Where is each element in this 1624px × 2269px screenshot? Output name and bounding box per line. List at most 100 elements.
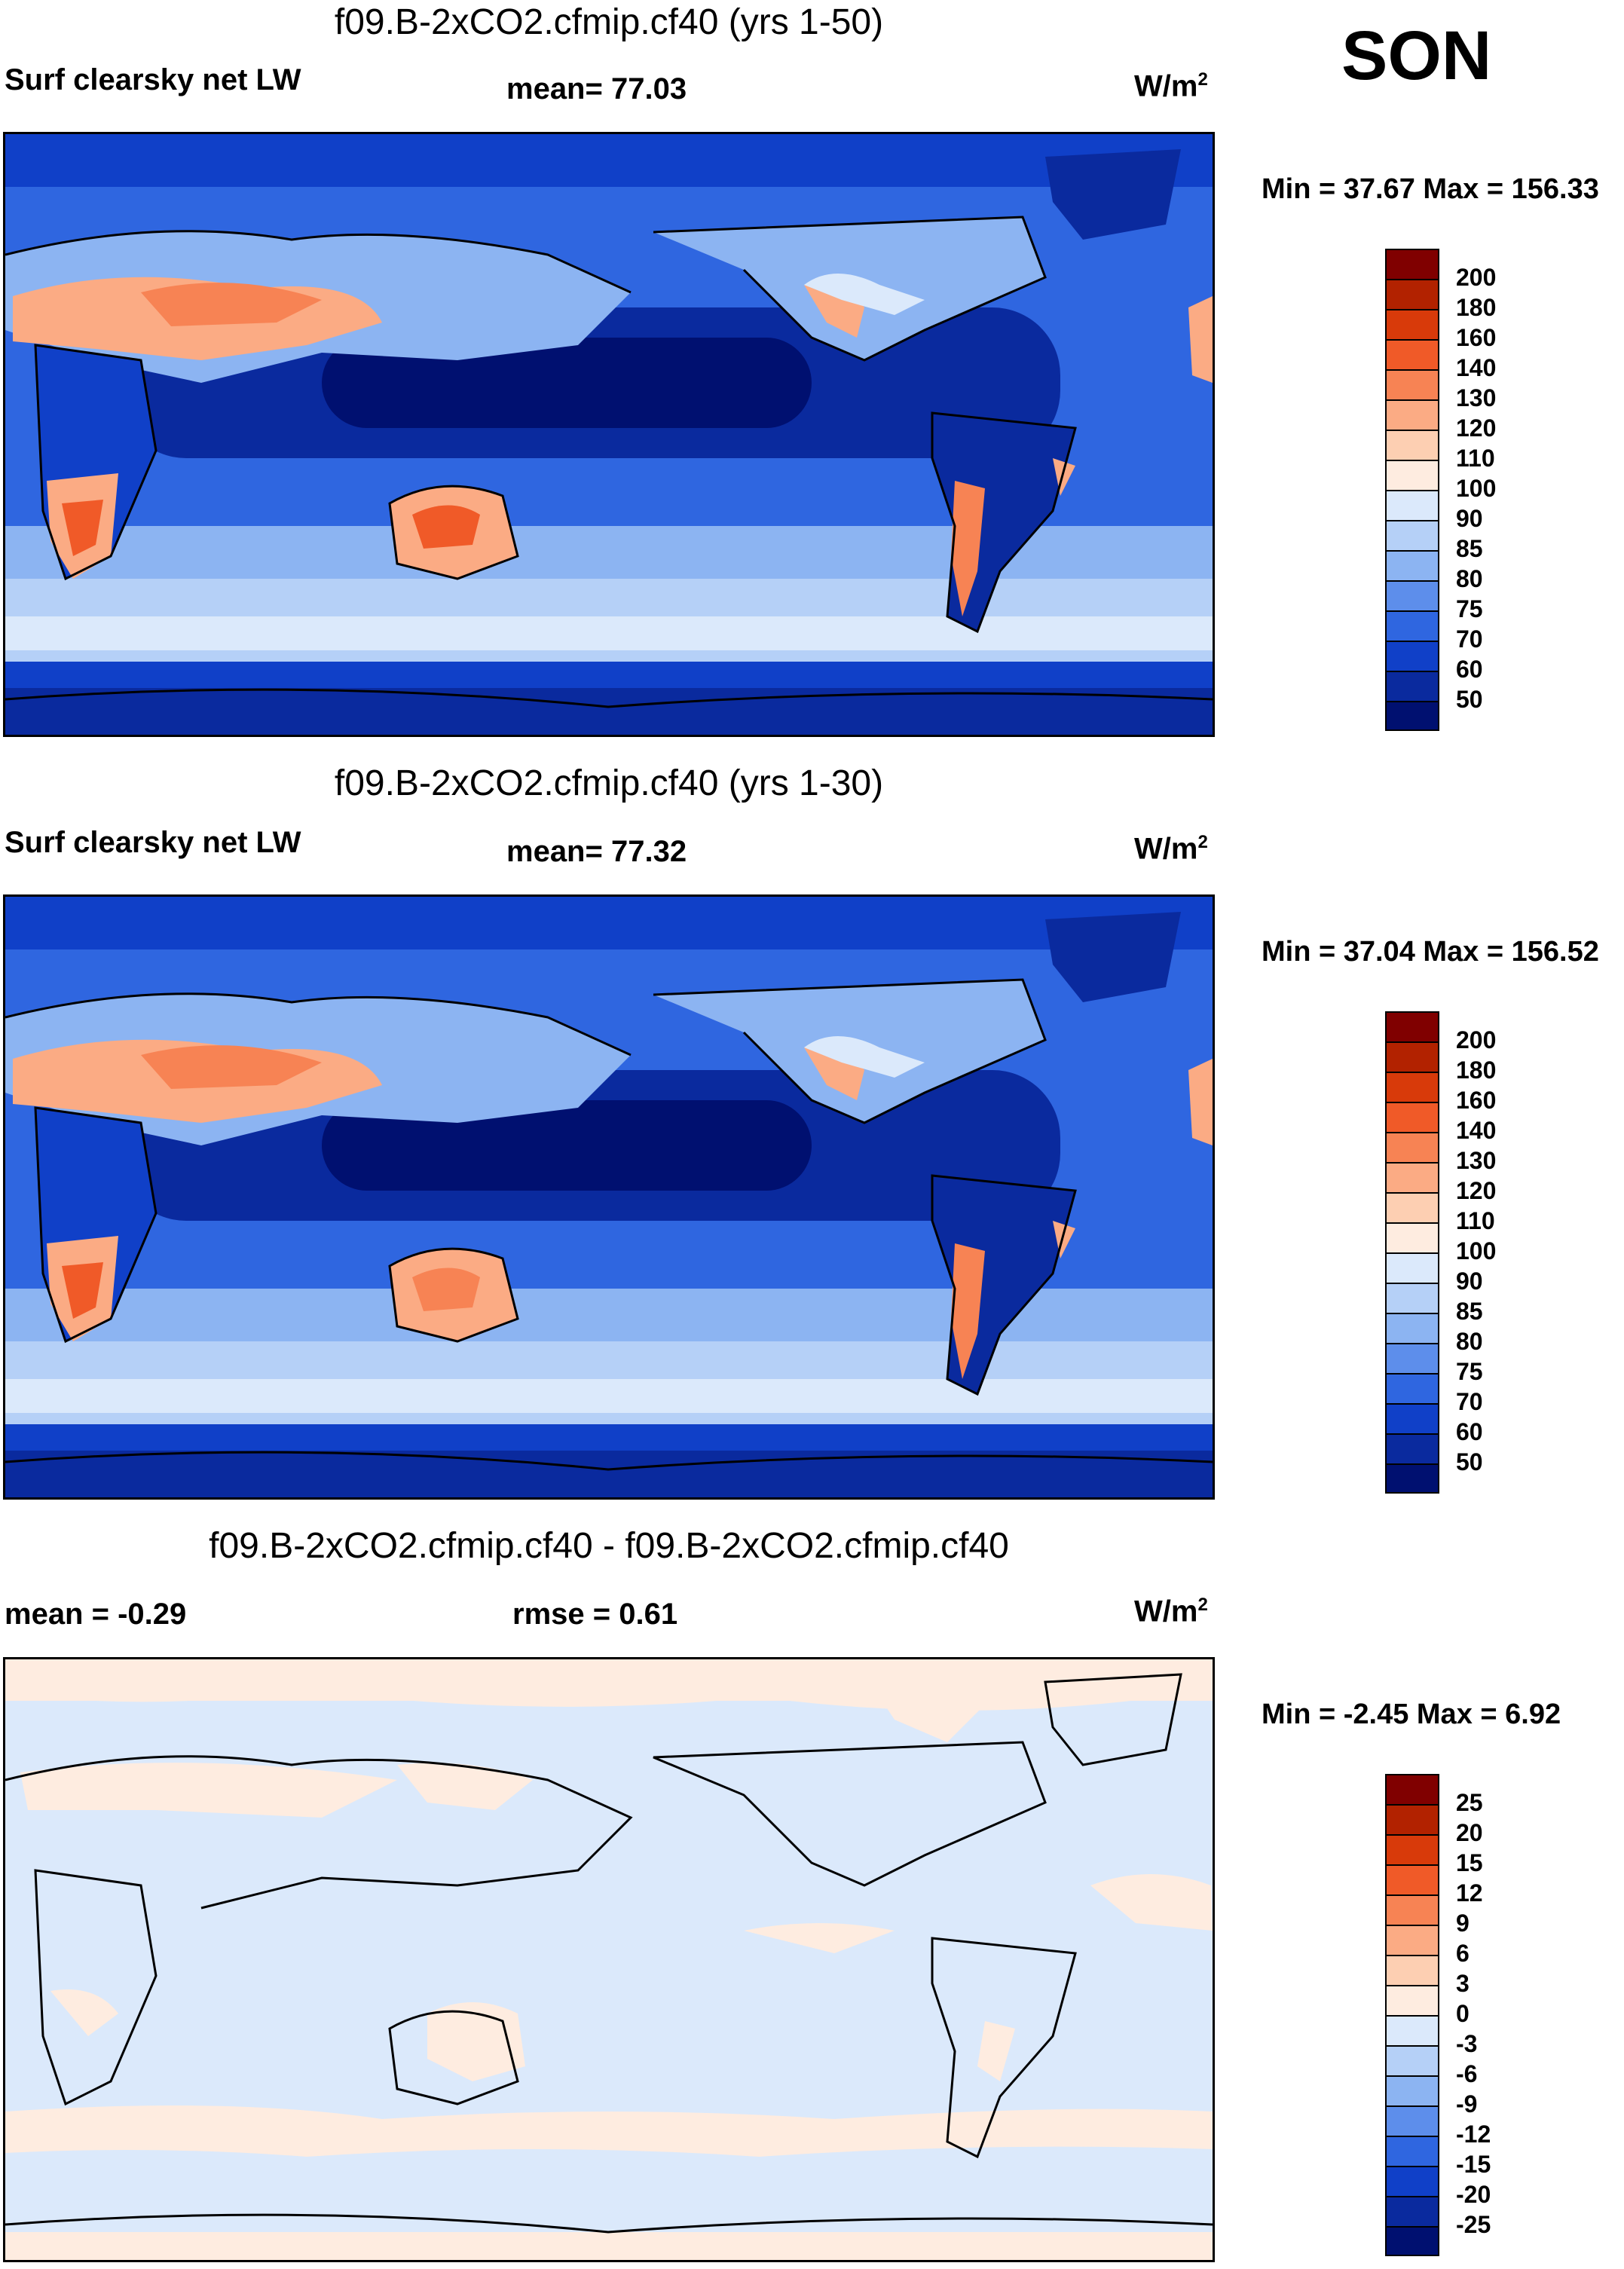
colorbar-swatch	[1385, 1433, 1439, 1463]
colorbar-tick: -25	[1456, 2211, 1491, 2238]
colorbar-tick: 140	[1456, 1117, 1497, 1144]
colorbar-swatch	[1385, 2075, 1439, 2105]
colorbar-swatch	[1385, 399, 1439, 430]
panel2-title: f09.B-2xCO2.cfmip.cf40 (yrs 1-30)	[334, 763, 884, 803]
colorbar-tick: 160	[1456, 1087, 1497, 1114]
colorbar-tick: 100	[1456, 475, 1497, 502]
panel3-map	[3, 1657, 1215, 2262]
panel1-colorbar	[1385, 249, 1439, 731]
colorbar-tick: 50	[1456, 686, 1483, 713]
colorbar-swatch	[1385, 339, 1439, 369]
colorbar-swatch	[1385, 2166, 1439, 2196]
colorbar-tick: 15	[1456, 1849, 1483, 1876]
colorbar-tick: 75	[1456, 1358, 1483, 1385]
colorbar-tick: 50	[1456, 1448, 1483, 1475]
colorbar-tick: 200	[1456, 264, 1497, 291]
colorbar-tick: -20	[1456, 2181, 1491, 2208]
colorbar-swatch	[1385, 2196, 1439, 2226]
colorbar-tick: 75	[1456, 595, 1483, 622]
colorbar-tick: 85	[1456, 1298, 1483, 1325]
panel3-colorbar	[1385, 1774, 1439, 2256]
colorbar-tick: -15	[1456, 2151, 1491, 2178]
panel3-min-max: Min = -2.45 Max = 6.92	[1262, 1699, 1561, 1730]
panel3-units: W/m2	[1134, 1595, 1208, 1628]
colorbar-tick: 140	[1456, 354, 1497, 381]
colorbar-swatch	[1385, 1011, 1439, 1041]
colorbar-swatch	[1385, 610, 1439, 641]
colorbar-swatch	[1385, 2015, 1439, 2045]
colorbar-swatch	[1385, 1041, 1439, 1072]
colorbar-swatch	[1385, 1222, 1439, 1252]
colorbar-swatch	[1385, 1774, 1439, 1804]
colorbar-swatch	[1385, 1343, 1439, 1373]
colorbar-swatch	[1385, 1894, 1439, 1925]
panel1-units: W/m2	[1134, 69, 1208, 103]
colorbar-swatch	[1385, 1834, 1439, 1864]
panel2-units: W/m2	[1134, 832, 1208, 866]
colorbar-swatch	[1385, 1955, 1439, 1985]
colorbar-swatch	[1385, 279, 1439, 309]
colorbar-swatch	[1385, 1925, 1439, 1955]
colorbar-swatch	[1385, 1804, 1439, 1834]
panel1-map	[3, 132, 1215, 737]
colorbar-tick: 180	[1456, 294, 1497, 321]
panel1-mean-label: mean= 77.03	[506, 72, 687, 105]
colorbar-tick: 70	[1456, 625, 1483, 653]
colorbar-tick: 130	[1456, 384, 1497, 411]
panel1-contour-field	[5, 134, 1213, 735]
colorbar-tick: 90	[1456, 505, 1483, 532]
colorbar-tick: 60	[1456, 1418, 1483, 1445]
colorbar-tick: 90	[1456, 1268, 1483, 1295]
colorbar-swatch	[1385, 309, 1439, 339]
colorbar-tick: 80	[1456, 1328, 1483, 1355]
colorbar-swatch	[1385, 1162, 1439, 1192]
panel2-map	[3, 894, 1215, 1500]
colorbar-swatch	[1385, 430, 1439, 460]
colorbar-swatch	[1385, 671, 1439, 701]
colorbar-swatch	[1385, 1192, 1439, 1222]
panel2-variable-label: Surf clearsky net LW	[5, 826, 301, 859]
colorbar-swatch	[1385, 520, 1439, 550]
colorbar-swatch	[1385, 1283, 1439, 1313]
colorbar-swatch	[1385, 460, 1439, 490]
colorbar-swatch	[1385, 641, 1439, 671]
colorbar-tick: -6	[1456, 2060, 1478, 2087]
colorbar-swatch	[1385, 1985, 1439, 2015]
colorbar-swatch	[1385, 369, 1439, 399]
colorbar-swatch	[1385, 580, 1439, 610]
colorbar-tick: 85	[1456, 535, 1483, 562]
colorbar-swatch	[1385, 1072, 1439, 1102]
colorbar-tick: 20	[1456, 1819, 1483, 1846]
panel3-title: f09.B-2xCO2.cfmip.cf40 - f09.B-2xCO2.cfm…	[209, 1526, 1009, 1566]
colorbar-tick: 80	[1456, 565, 1483, 592]
season-label: SON	[1341, 17, 1492, 94]
panel2-contour-field	[5, 897, 1213, 1497]
colorbar-tick: 25	[1456, 1789, 1483, 1816]
panel1-title: f09.B-2xCO2.cfmip.cf40 (yrs 1-50)	[334, 2, 884, 42]
panel2-min-max: Min = 37.04 Max = 156.52	[1262, 936, 1599, 968]
colorbar-swatch	[1385, 1132, 1439, 1162]
panel3-contour-field	[5, 1659, 1213, 2260]
colorbar-swatch	[1385, 2105, 1439, 2136]
colorbar-tick: -9	[1456, 2090, 1478, 2118]
colorbar-swatch	[1385, 701, 1439, 731]
colorbar-tick: 3	[1456, 1970, 1470, 1997]
colorbar-swatch	[1385, 1313, 1439, 1343]
colorbar-tick: 70	[1456, 1388, 1483, 1415]
panel3-rmse-label: rmse = 0.61	[512, 1598, 678, 1631]
panel3-mean-label: mean = -0.29	[5, 1598, 187, 1631]
colorbar-tick: 100	[1456, 1237, 1497, 1264]
colorbar-swatch	[1385, 1252, 1439, 1283]
colorbar-tick: 120	[1456, 414, 1497, 442]
colorbar-swatch	[1385, 249, 1439, 279]
colorbar-swatch	[1385, 2136, 1439, 2166]
colorbar-swatch	[1385, 1403, 1439, 1433]
colorbar-swatch	[1385, 1463, 1439, 1494]
colorbar-swatch	[1385, 1373, 1439, 1403]
colorbar-tick: 120	[1456, 1177, 1497, 1204]
colorbar-tick: 160	[1456, 324, 1497, 351]
panel1-min-max: Min = 37.67 Max = 156.33	[1262, 173, 1599, 205]
colorbar-tick: -3	[1456, 2030, 1478, 2057]
colorbar-tick: 6	[1456, 1940, 1470, 1967]
colorbar-tick: 12	[1456, 1879, 1483, 1907]
